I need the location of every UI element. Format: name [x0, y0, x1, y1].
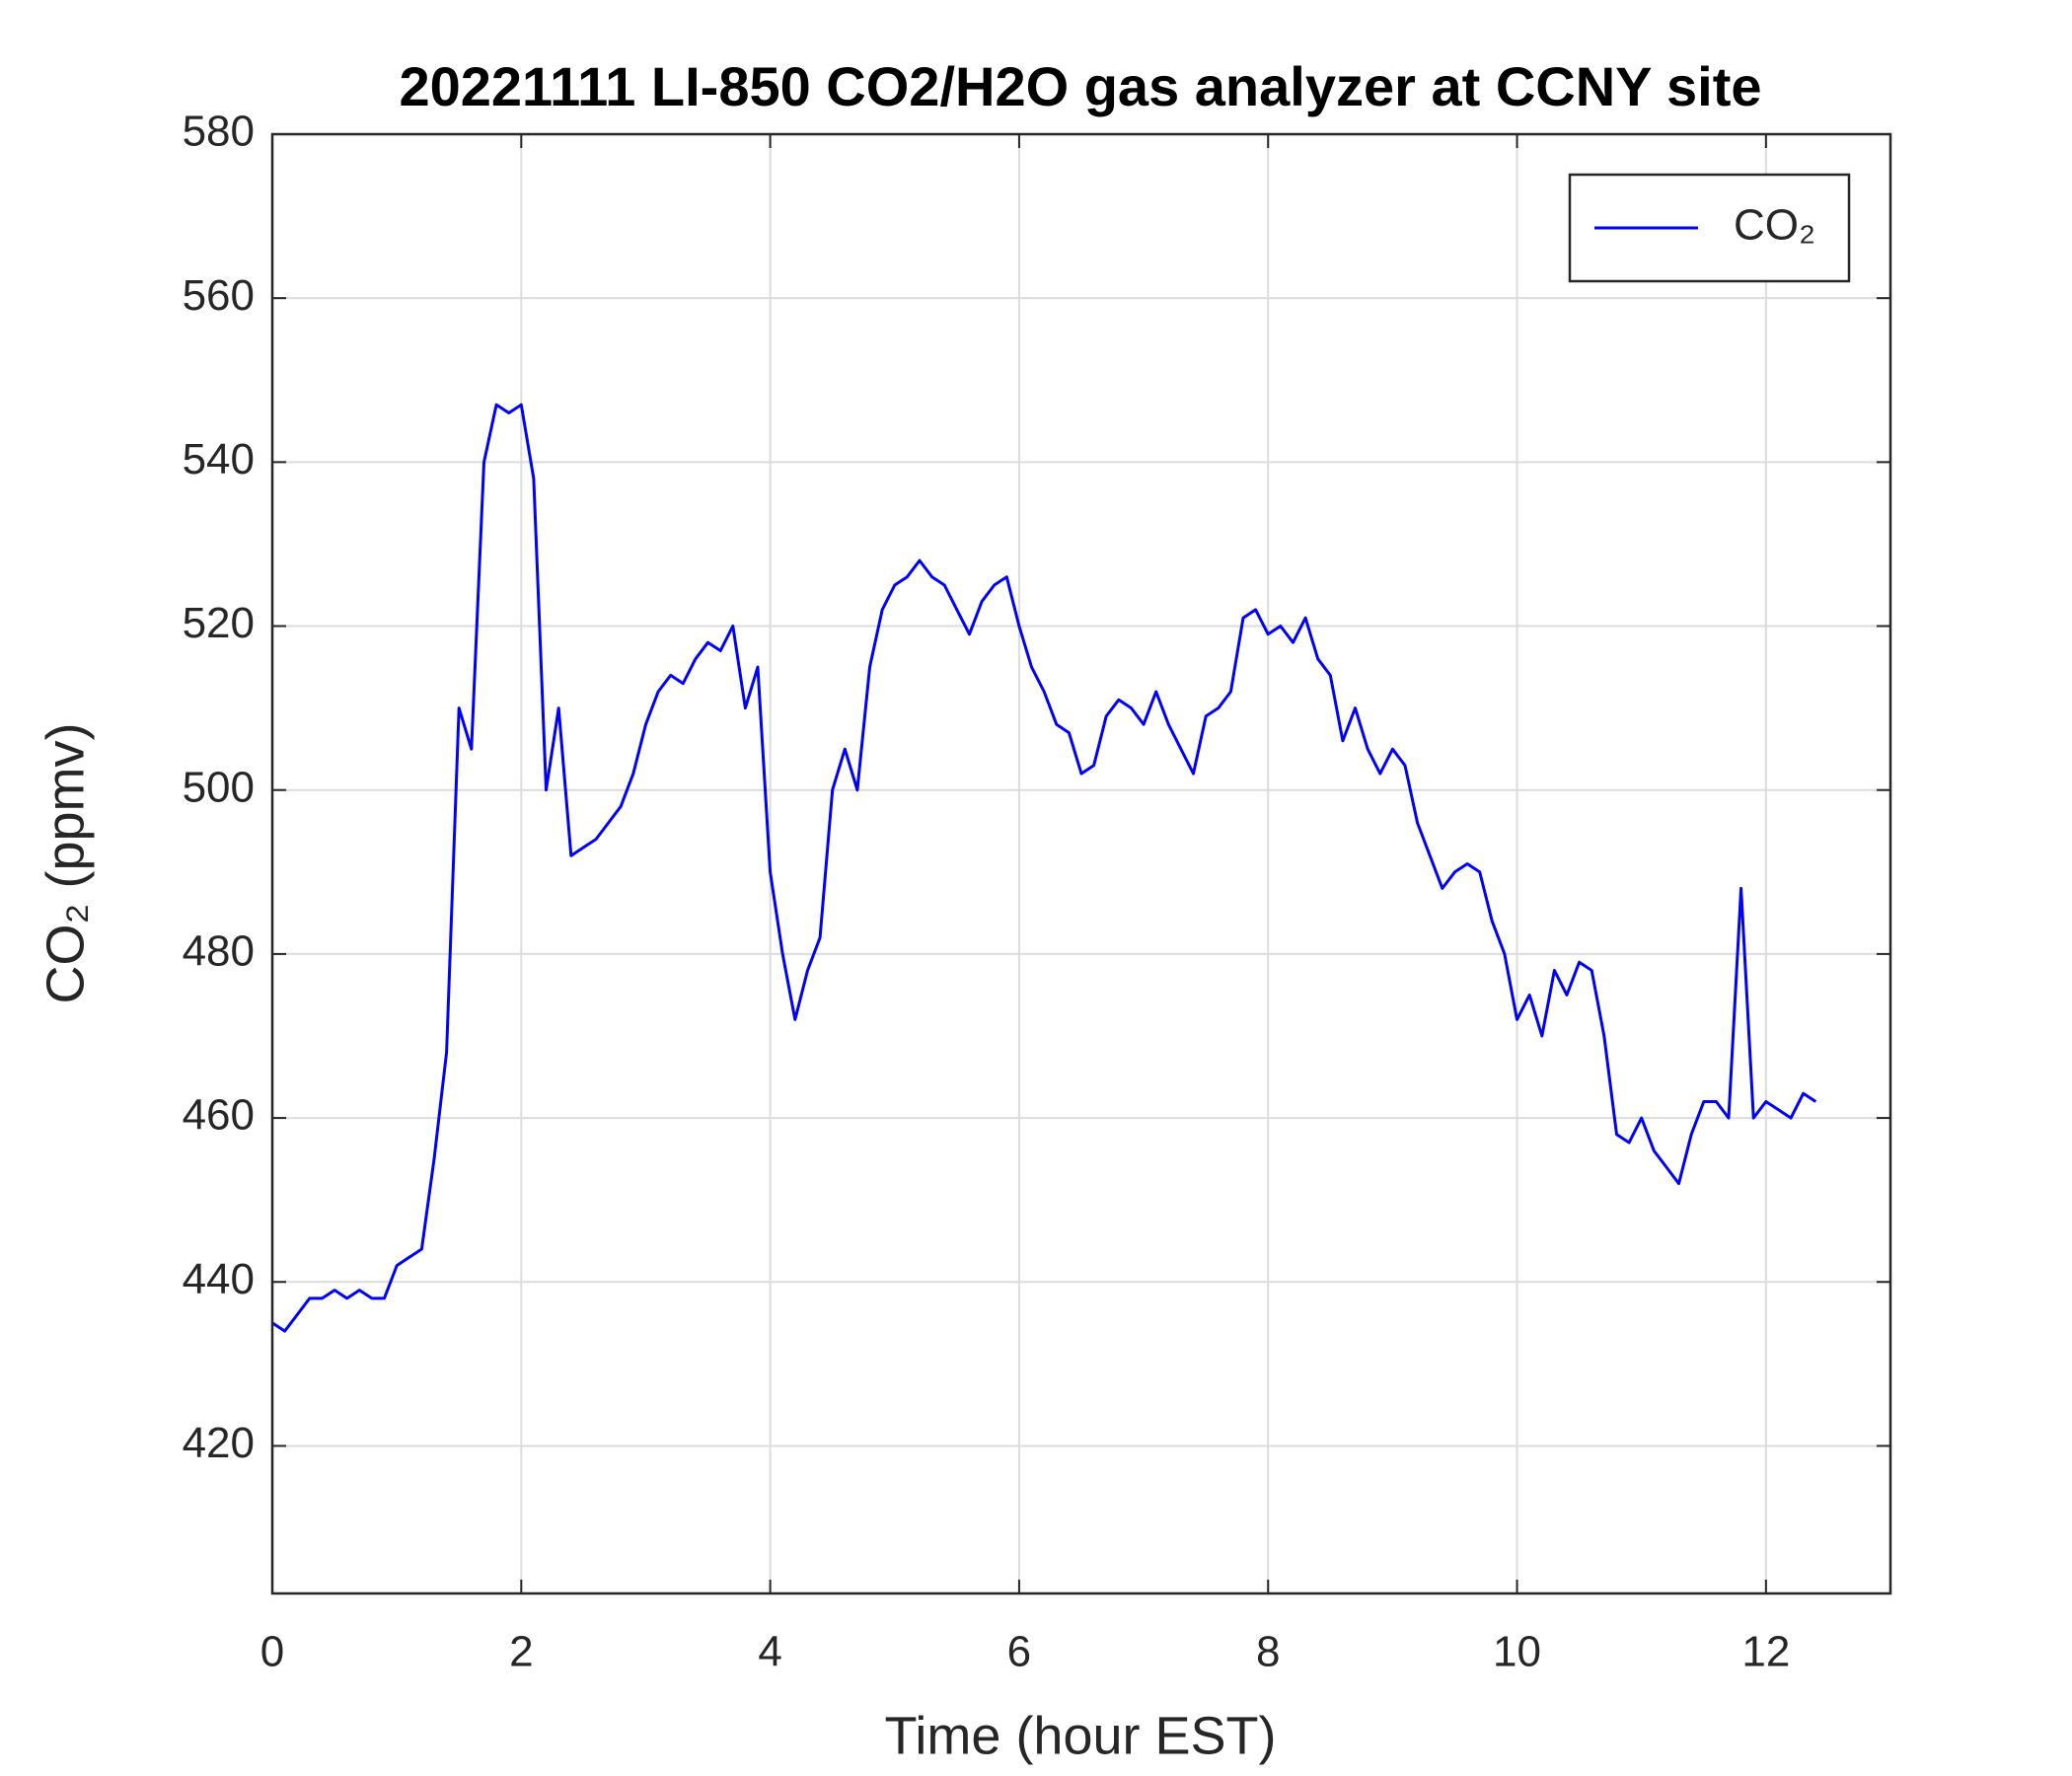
- y-tick-label: 520: [183, 599, 255, 647]
- chart-title: 20221111 LI-850 CO2/H2O gas analyzer at …: [399, 55, 1761, 117]
- plot-frame: [270, 132, 1892, 1595]
- data-line: [271, 403, 1817, 1333]
- y-tick-label: 540: [183, 435, 255, 483]
- x-tick-label: 12: [1741, 1628, 1790, 1676]
- y-tick-label: 440: [183, 1255, 255, 1303]
- y-tick-label: 500: [183, 763, 255, 811]
- legend-label: CO₂: [1734, 201, 1815, 250]
- y-tick-label: 580: [183, 108, 255, 156]
- x-axis-label: Time (hour EST): [884, 1706, 1276, 1765]
- x-tick-label: 4: [758, 1628, 781, 1676]
- y-axis-label: CO₂ (ppmv): [36, 723, 95, 1004]
- y-tick-label: 560: [183, 271, 255, 320]
- y-tick-label: 420: [183, 1419, 255, 1467]
- x-tick-label: 10: [1493, 1628, 1541, 1676]
- x-tick-label: 0: [260, 1628, 284, 1676]
- x-tick-label: 6: [1007, 1628, 1031, 1676]
- y-tick-label: 460: [183, 1091, 255, 1140]
- x-tick-label: 2: [509, 1628, 533, 1676]
- x-tick-label: 8: [1256, 1628, 1280, 1676]
- y-tick-label: 480: [183, 927, 255, 976]
